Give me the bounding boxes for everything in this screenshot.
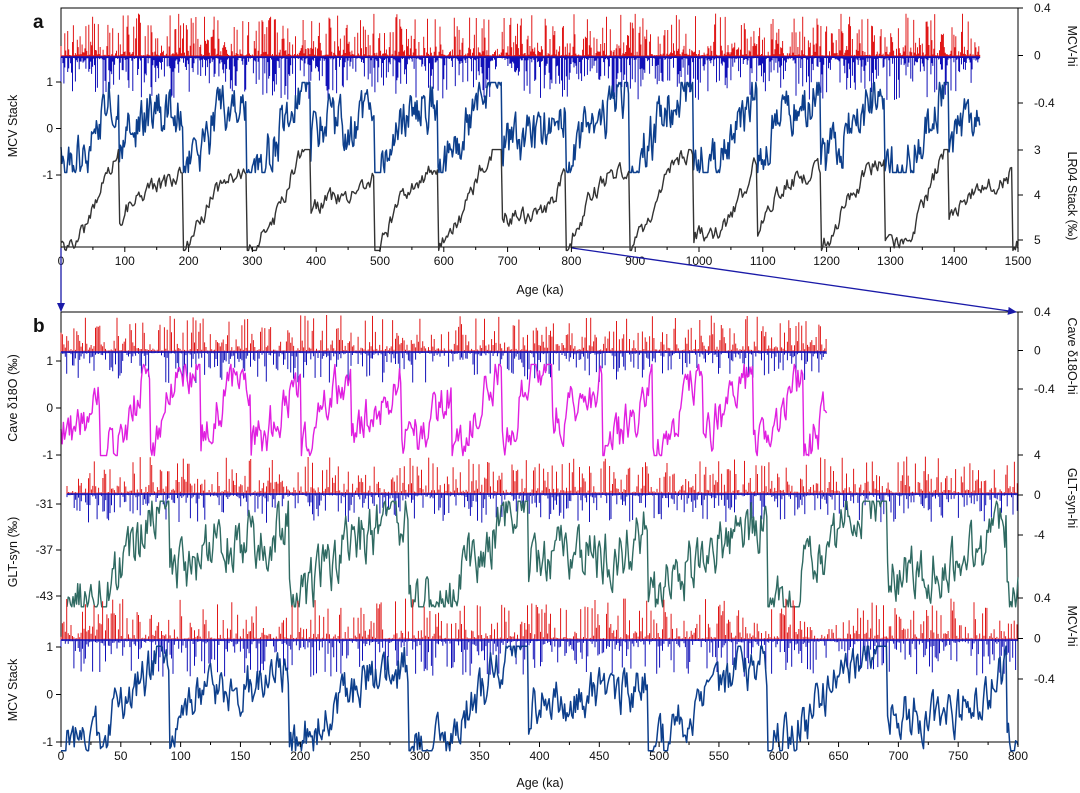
panel-b-mcv-hi-y-tick-label: 0 bbox=[1034, 632, 1041, 646]
panel-b-x-tick-label: 200 bbox=[290, 749, 310, 763]
panel-b-x-tick-label: 50 bbox=[114, 749, 128, 763]
panel-a-x-tick-label: 1100 bbox=[750, 254, 776, 268]
panel-b-cave-hi-y-tick-label: 0.4 bbox=[1034, 305, 1051, 319]
panel-a-right-axis-title-lr04: LR04 Stack (‰) bbox=[1065, 152, 1079, 241]
panel-a-plot-area bbox=[60, 13, 1019, 252]
zoom-arrow-right bbox=[571, 247, 1017, 315]
panel-b-mcv-stack-y-tick-label: 1 bbox=[46, 640, 53, 654]
panel-b-x-axis: 0 50 100 150 200 250 300 350 400 450 500 550 600 650 7… bbox=[58, 742, 1028, 763]
panel-a-mcv-hi-y-tick-label: 0.4 bbox=[1034, 1, 1051, 15]
panel-a-x-tick-label: 1400 bbox=[941, 254, 968, 268]
panel-a-y-axes: 0.4 0 -0.4 1 0 -1 3 4 5 bbox=[42, 1, 1055, 247]
panel-a-x-tick-label: 1000 bbox=[686, 254, 713, 268]
panel-b-cave-y-tick-label: 0 bbox=[46, 401, 53, 415]
panel-b-mcv-stack-y-tick-label: 0 bbox=[46, 688, 53, 702]
panel-a-x-tick-label: 600 bbox=[434, 254, 454, 268]
panel-b-x-tick-label: 0 bbox=[58, 749, 65, 763]
panel-b-x-tick-label: 150 bbox=[230, 749, 250, 763]
panel-b-x-tick-label: 800 bbox=[1008, 749, 1028, 763]
panel-b-glt-axis-title: GLT-syn (‰) bbox=[6, 517, 20, 588]
panel-b-glt-y-tick-label: -43 bbox=[36, 589, 54, 603]
panel-b-mcv-stack-y-tick-label: -1 bbox=[42, 735, 53, 749]
panel-b-cave-axis-title: Cave δ18O (‰) bbox=[6, 354, 20, 442]
panel-a-x-tick-label: 400 bbox=[306, 254, 326, 268]
panel-b-mcv-axis-title: MCV Stack bbox=[6, 658, 20, 721]
panel-a-mcv-hi-y-tick-label: 0 bbox=[1034, 49, 1041, 63]
panel-a-mcv-stack-y-tick-label: -1 bbox=[42, 168, 53, 182]
panel-a-lr04-stack-line bbox=[60, 148, 1019, 252]
panel-b-mcv-hi-y-tick-label: 0.4 bbox=[1034, 591, 1051, 605]
panel-b-letter: b bbox=[33, 316, 45, 337]
panel-b-cave-hi-axis-title: Cave δ18O-hi bbox=[1065, 317, 1079, 394]
panel-a-lr04-y-tick-label: 3 bbox=[1034, 143, 1041, 157]
panel-b-x-tick-label: 250 bbox=[350, 749, 370, 763]
panel-a-x-tick-label: 100 bbox=[115, 254, 135, 268]
panel-b-x-tick-label: 650 bbox=[829, 749, 849, 763]
panel-a-x-tick-label: 200 bbox=[179, 254, 199, 268]
panel-b-cave-d18o-line bbox=[60, 363, 828, 457]
panel-b-plot-area bbox=[60, 315, 1019, 752]
panel-b-x-tick-label: 550 bbox=[709, 749, 729, 763]
panel-b-x-tick-label: 700 bbox=[888, 749, 908, 763]
panel-b-mcv-hi-axis-title: MCV-hi bbox=[1065, 606, 1079, 647]
panel-b-x-tick-label: 400 bbox=[529, 749, 549, 763]
panel-a-lr04-y-tick-label: 4 bbox=[1034, 188, 1041, 202]
panel-b-cave-y-tick-label: 1 bbox=[46, 354, 53, 368]
panel-a-x-tick-label: 300 bbox=[242, 254, 262, 268]
panel-b-x-tick-label: 450 bbox=[589, 749, 609, 763]
panel-b-glt-hi-y-tick-label: -4 bbox=[1034, 528, 1045, 542]
panel-a-right-axis-title-mcv-hi: MCV-hi bbox=[1065, 26, 1079, 67]
panel-b-cave-hi-y-tick-label: 0 bbox=[1034, 344, 1041, 358]
panel-b-x-tick-label: 600 bbox=[769, 749, 789, 763]
panel-b-glt-hi-trace-positive bbox=[66, 456, 1018, 494]
panel-b-cave-y-tick-label: -1 bbox=[42, 448, 53, 462]
panel-a-x-tick-label: 1500 bbox=[1005, 254, 1032, 268]
panel-b-cave-hi-y-tick-label: -0.4 bbox=[1034, 382, 1055, 396]
panel-a-mcv-stack-y-tick-label: 0 bbox=[46, 122, 53, 136]
panel-a-mcv-hi-y-tick-label: -0.4 bbox=[1034, 96, 1055, 110]
panel-a-lr04-y-tick-label: 5 bbox=[1034, 233, 1041, 247]
panel-a-left-axis-title: MCV Stack bbox=[6, 94, 20, 157]
panel-b-cave-hi-trace-positive bbox=[60, 315, 827, 352]
panel-a-letter: a bbox=[33, 12, 44, 33]
panel-b-glt-y-tick-label: -37 bbox=[36, 543, 54, 557]
panel-b-mcv-hi-trace-positive bbox=[60, 598, 1018, 640]
panel-b-glt-hi-axis-title: GLT-syn-hi bbox=[1065, 468, 1079, 528]
panel-b-x-tick-label: 350 bbox=[470, 749, 490, 763]
panel-b-glt-hi-y-tick-label: 4 bbox=[1034, 448, 1041, 462]
panel-b-glt-y-tick-label: -31 bbox=[36, 497, 54, 511]
panel-a-mcv-hi-trace-positive bbox=[60, 13, 981, 57]
panel-b-mcv-hi-y-tick-label: -0.4 bbox=[1034, 672, 1055, 686]
panel-a-x-tick-label: 800 bbox=[561, 254, 581, 268]
panel-a-x-tick-label: 1200 bbox=[813, 254, 840, 268]
panel-b-x-tick-label: 300 bbox=[410, 749, 430, 763]
panel-b-x-tick-label: 100 bbox=[171, 749, 191, 763]
panel-b-glt-hi-y-tick-label: 0 bbox=[1034, 488, 1041, 502]
panel-a-mcv-stack-line bbox=[60, 81, 981, 174]
panel-a-x-tick-label: 700 bbox=[498, 254, 518, 268]
panel-b-x-tick-label: 750 bbox=[948, 749, 968, 763]
panel-b-y-axes: 0.4 0 -0.4 1 0 -1 4 0 -4 -31 -37 -43 0.4 0 -0.4 1 0 -1 bbox=[36, 305, 1055, 749]
panel-a-mcv-hi-trace-negative bbox=[60, 57, 981, 100]
panel-b-x-label: Age (ka) bbox=[516, 776, 563, 790]
panel-a-x-tick-label: 1300 bbox=[877, 254, 904, 268]
panel-a-x-tick-label: 500 bbox=[370, 254, 390, 268]
panel-b-x-tick-label: 500 bbox=[649, 749, 669, 763]
panel-a-x-axis: 0100200300400500600700800900100011001200… bbox=[58, 247, 1032, 268]
panel-b-glt-syn-line bbox=[66, 500, 1019, 608]
panel-a-x-label: Age (ka) bbox=[516, 283, 563, 297]
panel-a-mcv-stack-y-tick-label: 1 bbox=[46, 75, 53, 89]
panel-b-mcv-stack-line bbox=[61, 645, 1019, 752]
